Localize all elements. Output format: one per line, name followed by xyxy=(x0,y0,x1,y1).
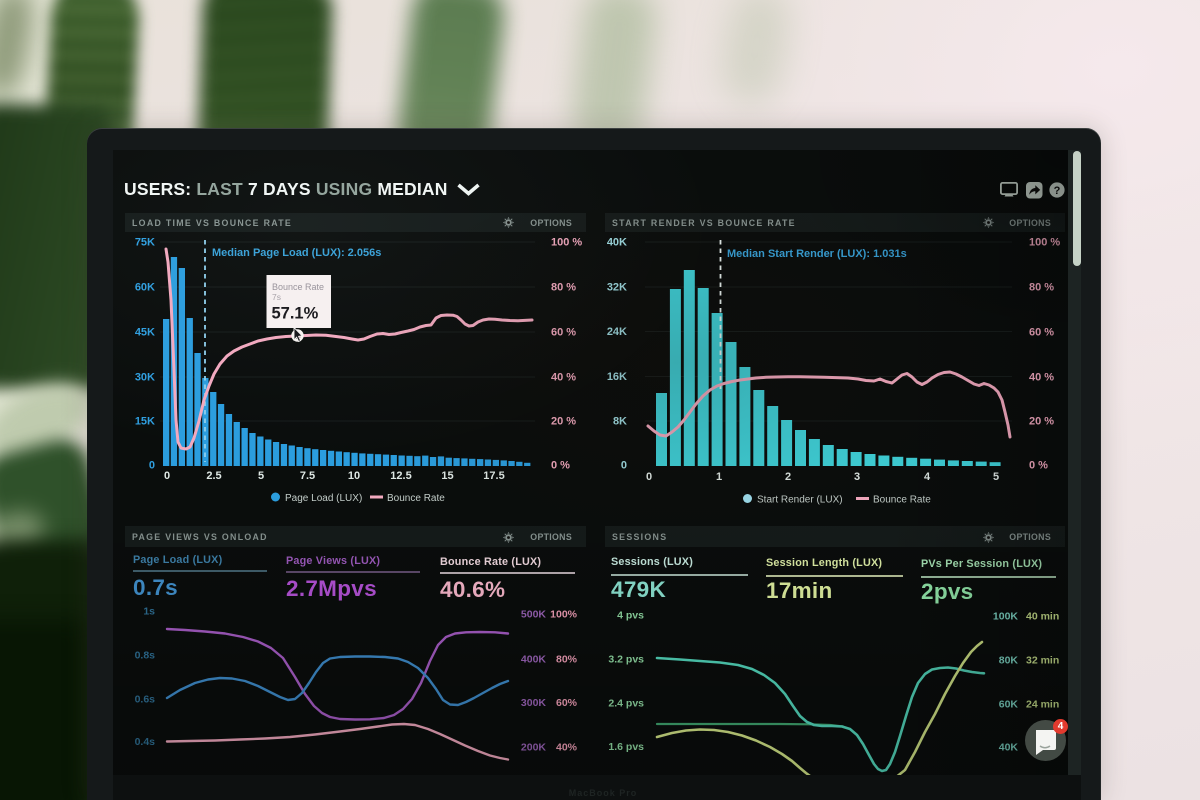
svg-text:100 %: 100 % xyxy=(1029,237,1060,249)
svg-text:400K: 400K xyxy=(521,654,547,666)
svg-text:0: 0 xyxy=(621,460,627,472)
svg-text:20 %: 20 % xyxy=(551,416,576,428)
svg-text:2.4 pvs: 2.4 pvs xyxy=(608,698,644,710)
svg-text:Bounce Rate: Bounce Rate xyxy=(387,493,445,504)
svg-text:Page Load (LUX): Page Load (LUX) xyxy=(285,493,362,504)
svg-text:17.5: 17.5 xyxy=(483,470,504,482)
svg-text:15: 15 xyxy=(441,470,453,482)
svg-text:30K: 30K xyxy=(135,372,155,384)
svg-text:7.5: 7.5 xyxy=(300,470,315,482)
svg-text:60%: 60% xyxy=(556,697,578,709)
svg-text:80 %: 80 % xyxy=(551,282,576,294)
svg-text:500K: 500K xyxy=(521,609,547,621)
svg-text:100%: 100% xyxy=(550,609,578,621)
svg-text:Bounce Rate: Bounce Rate xyxy=(272,282,324,292)
svg-text:40K: 40K xyxy=(607,237,627,249)
svg-text:24 min: 24 min xyxy=(1026,699,1059,711)
svg-text:?: ? xyxy=(1054,185,1061,197)
svg-text:12.5: 12.5 xyxy=(390,470,411,482)
svg-text:10: 10 xyxy=(348,470,360,482)
svg-text:0.6s: 0.6s xyxy=(135,694,156,706)
svg-text:4: 4 xyxy=(924,471,931,483)
svg-text:Bounce Rate: Bounce Rate xyxy=(873,495,931,506)
svg-text:5: 5 xyxy=(993,471,999,483)
svg-text:Median Page Load (LUX): 2.056s: Median Page Load (LUX): 2.056s xyxy=(212,247,381,259)
svg-text:0: 0 xyxy=(164,470,170,482)
svg-text:0 %: 0 % xyxy=(1029,460,1048,472)
svg-text:60K: 60K xyxy=(999,699,1019,711)
svg-text:100K: 100K xyxy=(993,611,1019,623)
svg-text:8K: 8K xyxy=(613,416,627,428)
svg-text:60 %: 60 % xyxy=(1029,327,1054,339)
svg-text:Median Start Render (LUX): 1.0: Median Start Render (LUX): 1.031s xyxy=(727,248,907,260)
svg-text:60 %: 60 % xyxy=(551,327,576,339)
svg-text:1s: 1s xyxy=(143,606,155,618)
svg-text:80%: 80% xyxy=(556,654,578,666)
svg-text:0 %: 0 % xyxy=(551,460,570,472)
svg-text:100 %: 100 % xyxy=(551,237,582,249)
svg-text:3: 3 xyxy=(854,471,860,483)
svg-text:40 %: 40 % xyxy=(551,372,576,384)
svg-text:45K: 45K xyxy=(135,327,155,339)
svg-text:16K: 16K xyxy=(607,371,627,383)
svg-text:32 min: 32 min xyxy=(1026,655,1059,667)
svg-text:0: 0 xyxy=(646,471,652,483)
svg-text:32K: 32K xyxy=(607,282,627,294)
svg-text:40 min: 40 min xyxy=(1026,611,1059,623)
svg-text:2.5: 2.5 xyxy=(206,470,221,482)
svg-text:1.6 pvs: 1.6 pvs xyxy=(608,741,644,753)
svg-text:5: 5 xyxy=(258,470,264,482)
svg-text:7s: 7s xyxy=(272,292,281,302)
svg-text:0: 0 xyxy=(149,460,155,472)
svg-text:40K: 40K xyxy=(999,742,1019,754)
svg-text:40 %: 40 % xyxy=(1029,372,1054,384)
svg-text:75K: 75K xyxy=(135,237,155,249)
svg-text:57.1%: 57.1% xyxy=(272,305,319,323)
svg-text:15K: 15K xyxy=(135,416,155,428)
svg-text:0.4s: 0.4s xyxy=(135,736,156,748)
svg-text:80 %: 80 % xyxy=(1029,282,1054,294)
svg-text:60K: 60K xyxy=(135,282,155,294)
svg-text:Start Render (LUX): Start Render (LUX) xyxy=(757,495,843,506)
svg-text:0.8s: 0.8s xyxy=(135,650,156,662)
svg-text:80K: 80K xyxy=(999,655,1019,667)
svg-text:24K: 24K xyxy=(607,326,627,338)
svg-text:300K: 300K xyxy=(521,697,547,709)
svg-text:1: 1 xyxy=(716,471,722,483)
svg-text:2: 2 xyxy=(785,471,791,483)
svg-text:40%: 40% xyxy=(556,742,578,754)
svg-text:200K: 200K xyxy=(521,742,547,754)
svg-text:3.2 pvs: 3.2 pvs xyxy=(608,654,644,666)
svg-text:20 %: 20 % xyxy=(1029,416,1054,428)
svg-text:4 pvs: 4 pvs xyxy=(617,610,644,622)
